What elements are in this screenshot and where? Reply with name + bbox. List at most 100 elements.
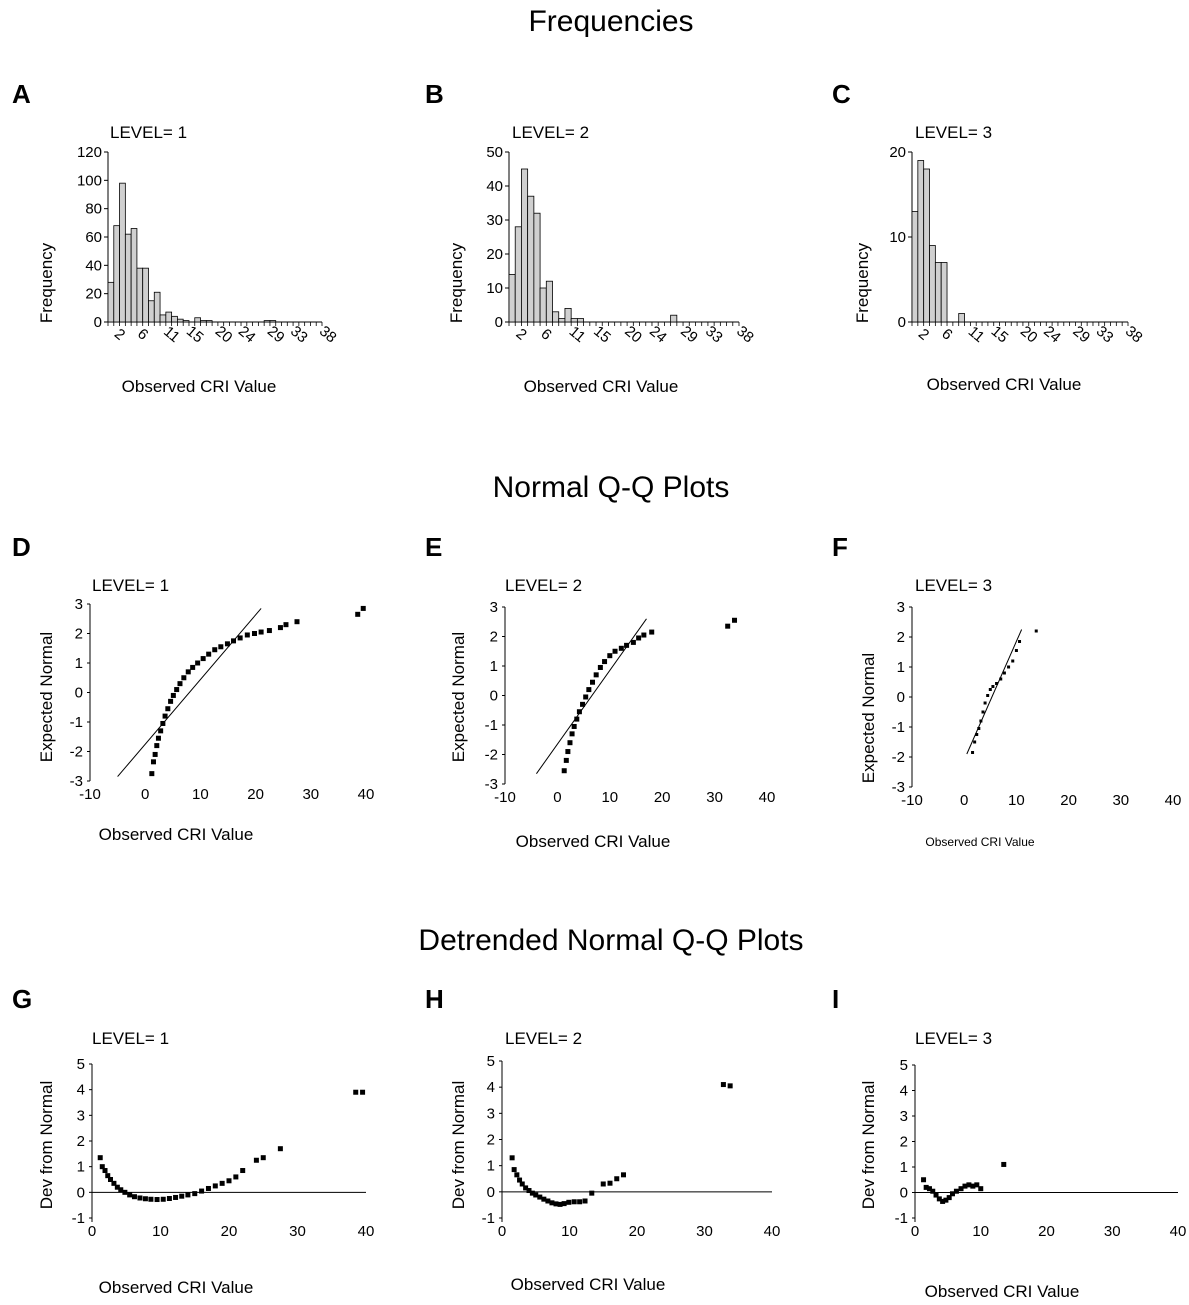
y-axis-label: Dev from Normal [37, 1081, 56, 1209]
x-tick-label: 38 [316, 323, 340, 347]
y-tick-label: 4 [77, 1082, 85, 1099]
data-point [162, 713, 168, 719]
y-tick-label: -1 [485, 717, 498, 734]
y-tick-label: -3 [892, 779, 905, 796]
y-tick-label: 0 [900, 1185, 908, 1202]
data-point [190, 664, 196, 670]
reference-line [536, 618, 647, 774]
x-axis-label: Observed CRI Value [511, 1275, 666, 1294]
x-tick-label: 29 [1069, 323, 1093, 347]
data-point [181, 675, 187, 681]
panel-letter-I: I [832, 984, 839, 1014]
histogram-bar [130, 228, 138, 323]
y-tick-label: 1 [490, 658, 498, 675]
x-tick-label: 29 [677, 323, 701, 347]
histogram-bar [929, 245, 936, 323]
y-axis-label: Expected Normal [859, 653, 878, 783]
x-tick-label: 0 [553, 789, 561, 806]
x-tick-label: 10 [1008, 792, 1025, 809]
reference-line [966, 629, 1023, 755]
x-tick-label: 40 [358, 786, 375, 803]
histogram-bar [533, 212, 541, 323]
data-point [244, 632, 250, 638]
data-point [597, 664, 603, 670]
data-point [986, 694, 990, 697]
data-point [991, 685, 995, 688]
section-title-normal-qq: Normal Q-Q Plots [493, 471, 730, 504]
data-point [618, 645, 624, 651]
histogram-bar [194, 317, 201, 323]
data-point [933, 1192, 939, 1198]
data-point [102, 1168, 108, 1174]
y-tick-label: -1 [482, 1210, 495, 1227]
data-point [185, 669, 191, 675]
histogram-bar [200, 320, 207, 323]
x-tick-label: 29 [264, 323, 288, 347]
x-tick-label: 10 [601, 789, 618, 806]
data-point [981, 710, 985, 714]
data-point [720, 1082, 726, 1088]
data-point [192, 1191, 198, 1197]
y-axis-label: Frequency [853, 242, 872, 323]
y-tick-label: 40 [85, 257, 102, 274]
data-point [943, 1197, 949, 1203]
data-point [946, 1195, 952, 1201]
x-tick-label: 0 [498, 1223, 506, 1240]
histogram-bar [177, 318, 184, 323]
data-point [160, 1196, 166, 1202]
histogram-bar [940, 262, 948, 323]
x-axis-label: Observed CRI Value [524, 377, 679, 396]
x-tick-label: 0 [88, 1223, 96, 1240]
data-point [1014, 649, 1018, 652]
y-tick-label: -2 [892, 749, 905, 766]
data-point [137, 1195, 143, 1201]
level-label: LEVEL= 1 [92, 1029, 169, 1048]
y-tick-label: -1 [70, 714, 83, 731]
data-point [231, 638, 237, 644]
data-point [111, 1180, 117, 1186]
x-tick-label: 20 [1060, 792, 1077, 809]
data-point [360, 605, 366, 611]
histogram-bar [165, 311, 173, 323]
y-tick-label: -2 [485, 747, 498, 764]
x-tick-label: 38 [733, 323, 757, 347]
data-point [131, 1194, 137, 1200]
y-tick-label: 20 [85, 286, 102, 303]
data-point [571, 723, 577, 729]
histogram-bar [159, 314, 167, 323]
y-tick-label: 5 [487, 1053, 495, 1070]
data-point [1018, 640, 1022, 643]
histogram-bar [263, 320, 271, 323]
x-tick-label: 20 [654, 789, 671, 806]
data-point [612, 648, 618, 654]
y-tick-label: 5 [900, 1057, 908, 1074]
histogram-bar [545, 280, 553, 323]
y-tick-label: 0 [94, 314, 102, 331]
y-tick-label: 0 [490, 688, 498, 705]
x-tick-label: 20 [629, 1223, 646, 1240]
x-axis-label: Observed CRI Value [927, 375, 1082, 394]
panel-B: B LEVEL= 2 Frequency Observed CRI Value 0 10 2… [425, 79, 757, 396]
data-point [122, 1189, 128, 1195]
histogram-bar [182, 320, 190, 323]
section-title-frequencies: Frequencies [528, 5, 693, 38]
y-tick-label: -2 [70, 744, 83, 761]
data-point [600, 1181, 606, 1187]
data-point [586, 687, 592, 693]
data-point [294, 619, 300, 625]
level-label: LEVEL= 1 [110, 123, 187, 142]
y-tick-label: 2 [900, 1134, 908, 1151]
panel-E: E LEVEL= 2 Expected Normal Observed CRI Val… [425, 532, 775, 851]
data-point [589, 1190, 595, 1196]
data-point [114, 1184, 120, 1190]
data-point [1034, 629, 1038, 633]
y-tick-label: 0 [77, 1184, 85, 1201]
x-tick-label: 11 [566, 323, 589, 346]
panel-A: A LEVEL= 1 Frequency Observed CRI Value 0 20 4… [12, 79, 340, 396]
histogram-bar [539, 287, 547, 323]
data-point [519, 1181, 525, 1187]
data-point [127, 1192, 133, 1198]
y-tick-label: 60 [85, 229, 102, 246]
data-point [179, 1193, 185, 1199]
histogram-bar [564, 307, 572, 323]
